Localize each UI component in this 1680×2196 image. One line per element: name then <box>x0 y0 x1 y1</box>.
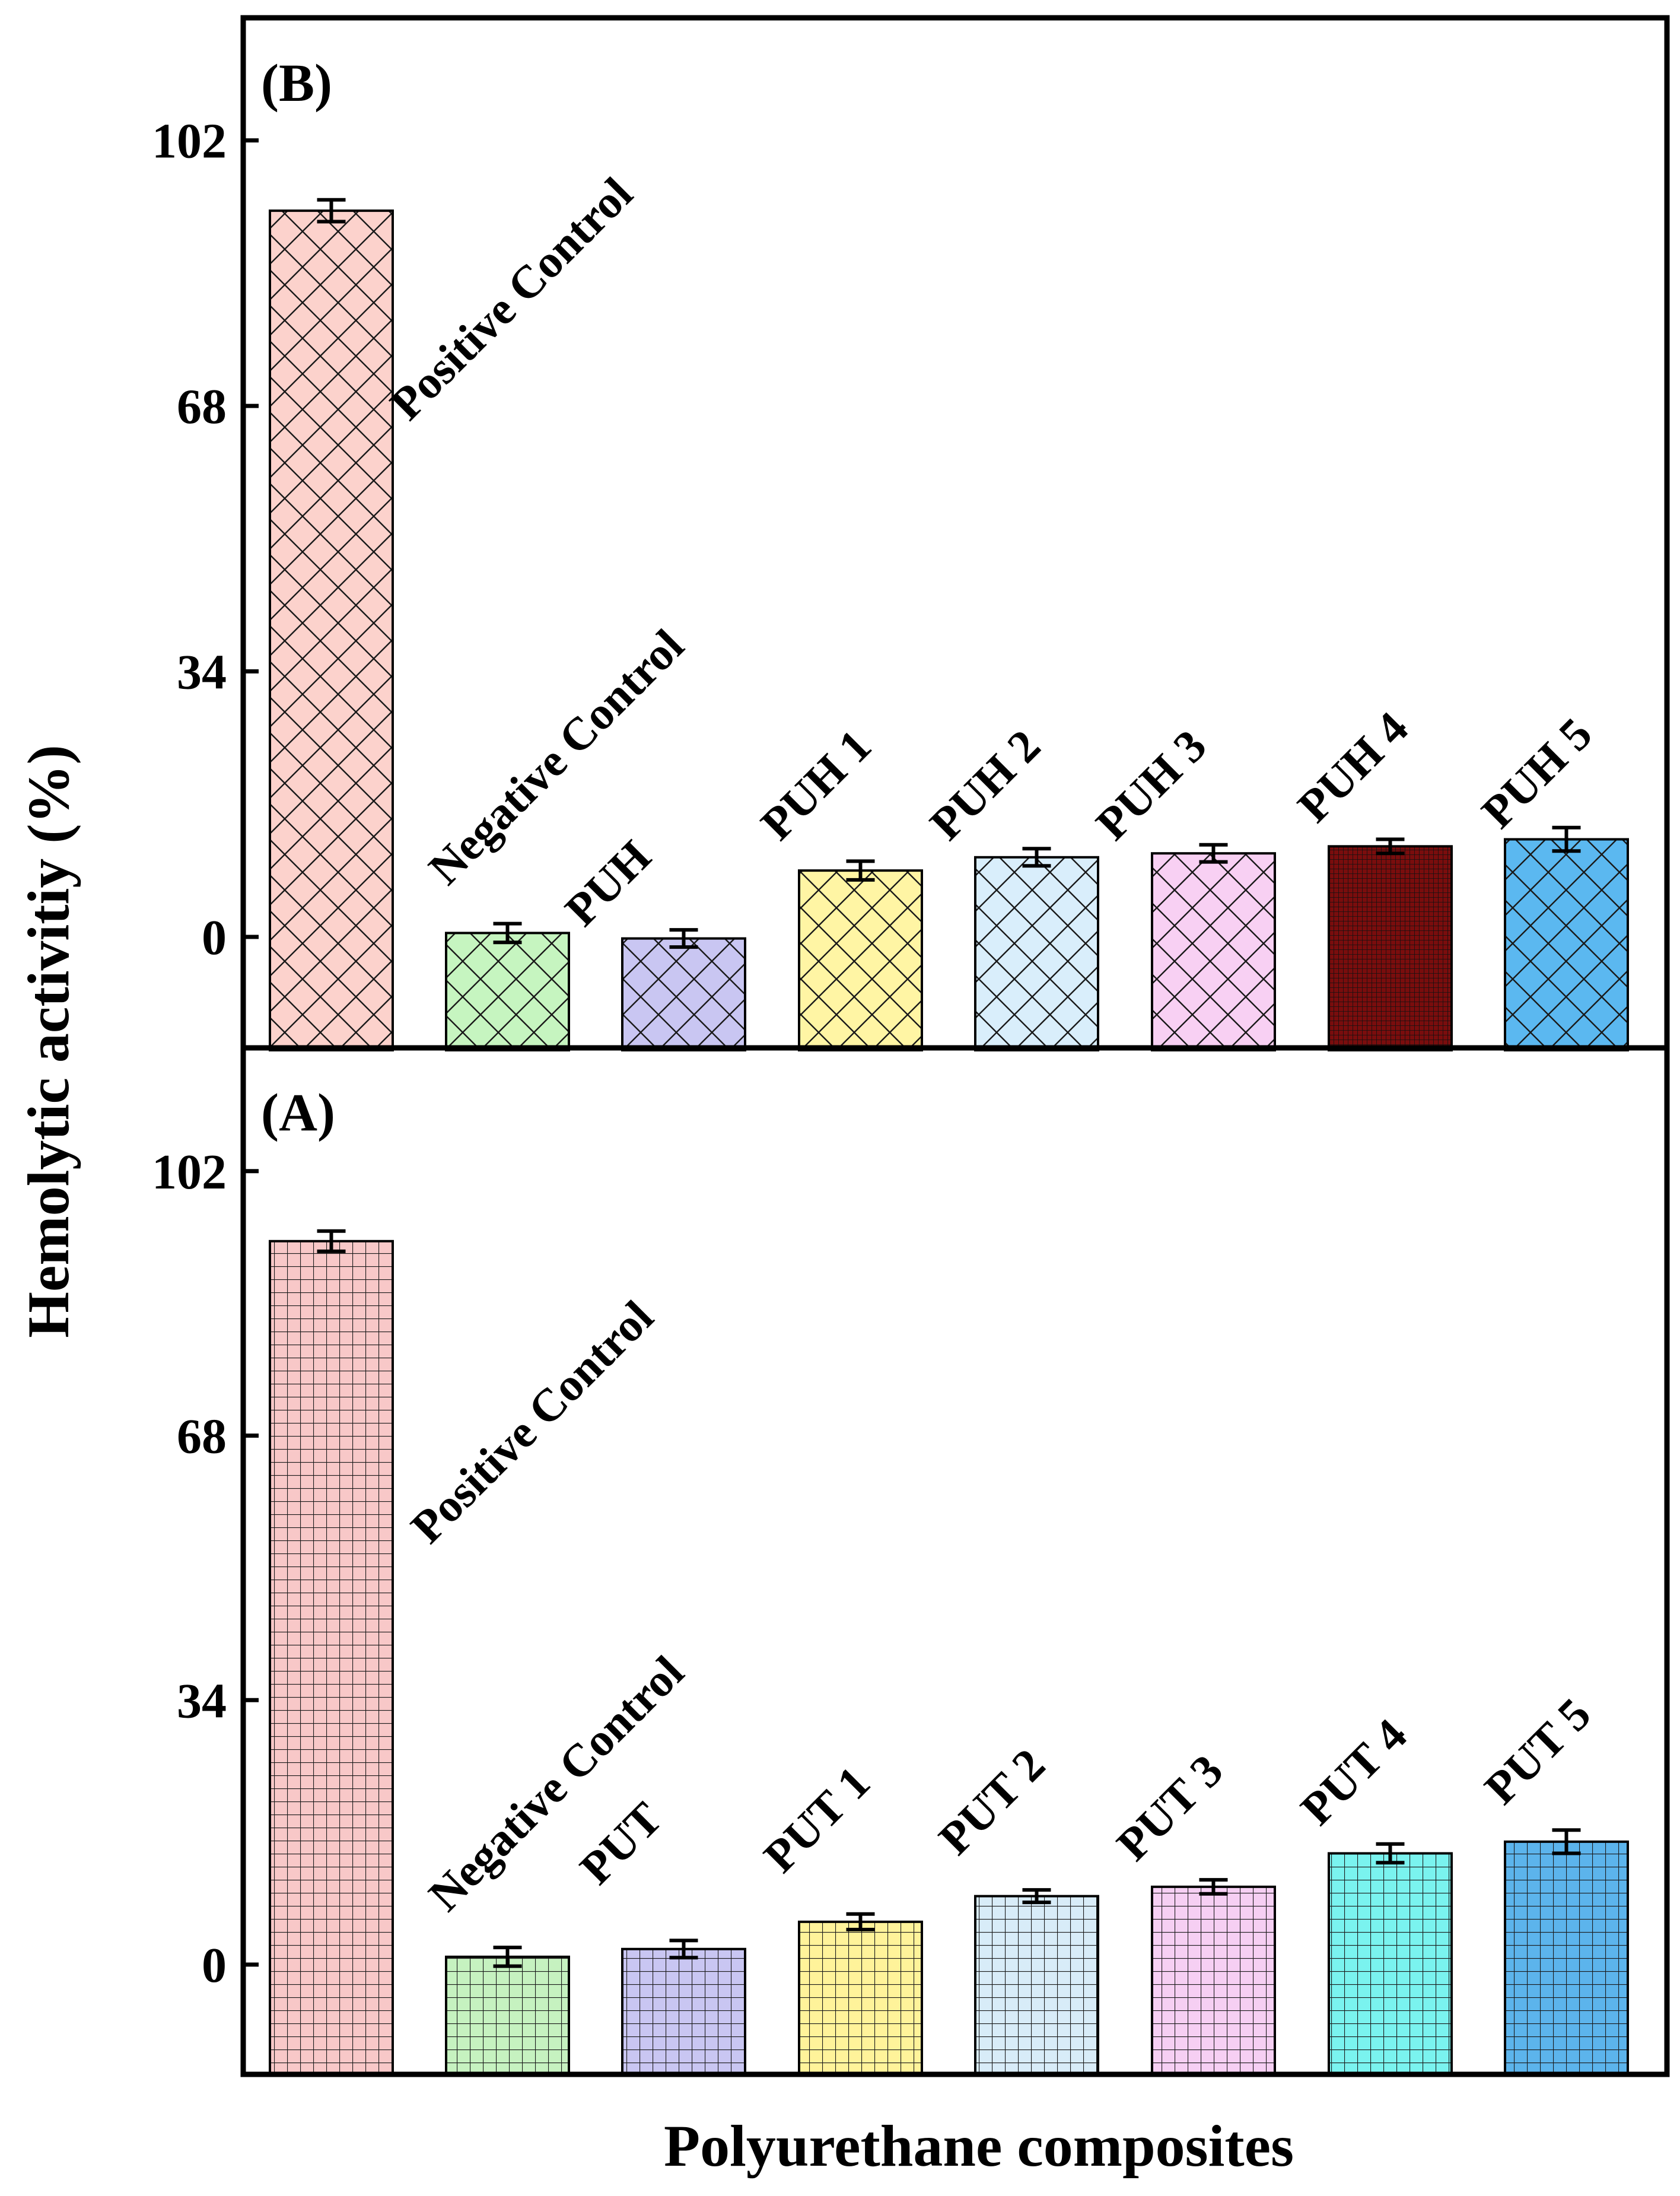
bar-b-puh-3 <box>1151 852 1276 1051</box>
y-tick-label-b-68: 68 <box>177 379 227 434</box>
bar-label-b-puh: PUH <box>555 830 661 936</box>
y-tick-label-a-68: 68 <box>177 1409 227 1464</box>
bar-label-b-puh-4: PUH 4 <box>1288 702 1418 832</box>
bar-b-puh <box>621 937 746 1051</box>
bar-a-negative-control <box>445 1955 570 2076</box>
panel-label-b: (B) <box>261 54 332 113</box>
y-tick-label-b-102: 102 <box>152 114 227 169</box>
bar-label-a-put-5: PUT 5 <box>1475 1688 1601 1814</box>
bar-a-put-3 <box>1151 1885 1276 2076</box>
x-axis-title: Polyurethane composites <box>664 2113 1294 2179</box>
panel-a-chart: 0 34 68 102 (A) Positive Control Negative Cont… <box>152 1083 1629 2077</box>
y-tick-label-a-34: 34 <box>177 1673 227 1728</box>
bar-a-put <box>621 1947 746 2077</box>
bar-b-puh-4 <box>1328 845 1453 1051</box>
panel-label-a: (A) <box>261 1083 335 1142</box>
bar-label-a-put-2: PUT 2 <box>929 1739 1055 1864</box>
bar-a-put-5 <box>1504 1840 1629 2077</box>
bar-a-put-2 <box>974 1895 1099 2077</box>
bar-label-b-puh-1: PUH 1 <box>751 720 881 850</box>
bar-label-b-puh-5: PUH 5 <box>1472 708 1602 838</box>
bar-b-puh-2 <box>974 856 1099 1051</box>
bar-label-a-put-4: PUT 4 <box>1291 1709 1417 1835</box>
bar-b-positive-control <box>269 209 394 1051</box>
bar-b-puh-5 <box>1504 838 1629 1051</box>
bar-a-positive-control <box>269 1240 394 2076</box>
y-tick-label-b-34: 34 <box>177 645 227 700</box>
bar-a-put-4 <box>1328 1852 1453 2077</box>
bar-b-negative-control <box>445 932 570 1052</box>
y-tick-label-b-0: 0 <box>202 910 227 965</box>
bar-label-b-puh-2: PUH 2 <box>920 720 1050 850</box>
bar-label-b-puh-3: PUH 3 <box>1086 720 1216 850</box>
bar-label-a-put-1: PUT 1 <box>754 1756 880 1882</box>
panel-b-chart: 0 34 68 102 (B) Positive Control Negative Cont… <box>152 54 1629 1052</box>
bar-a-put-1 <box>798 1920 923 2077</box>
y-axis-title: Hemolytic activitiy (%) <box>15 745 81 1338</box>
bar-label-a-positive-control: Positive Control <box>401 1291 663 1553</box>
y-tick-label-a-102: 102 <box>152 1145 227 1200</box>
bar-b-puh-1 <box>798 869 923 1051</box>
bar-label-a-put: PUT <box>570 1792 672 1894</box>
y-tick-label-a-0: 0 <box>202 1938 227 1993</box>
bar-label-b-positive-control: Positive Control <box>380 167 642 430</box>
bar-label-a-negative-control: Negative Control <box>419 1646 693 1921</box>
bar-label-a-put-3: PUT 3 <box>1107 1744 1233 1870</box>
bar-label-b-negative-control: Negative Control <box>419 619 693 894</box>
